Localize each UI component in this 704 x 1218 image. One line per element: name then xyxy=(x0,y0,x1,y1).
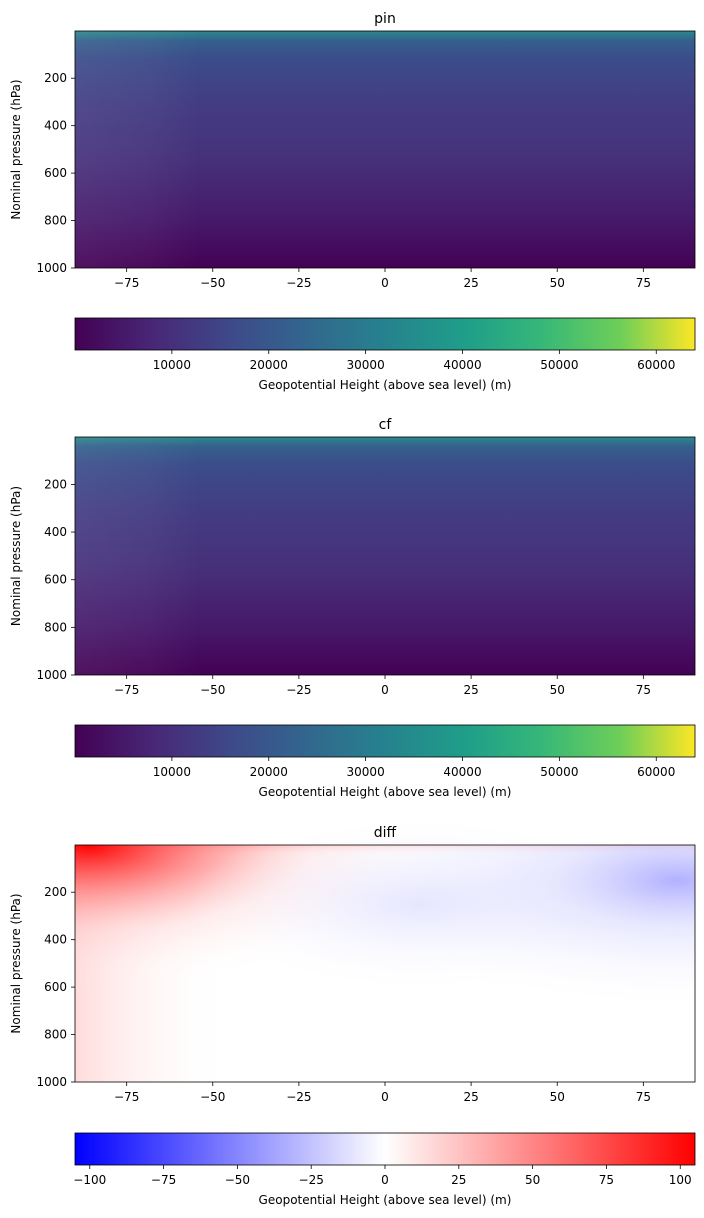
x-tick-label: −75 xyxy=(114,683,139,697)
x-tick-label: 50 xyxy=(550,683,565,697)
colorbar-tick-label: −25 xyxy=(299,1173,324,1187)
y-axis-label: Nominal pressure (hPa) xyxy=(9,79,23,219)
colorbar-tick-label: −100 xyxy=(73,1173,106,1187)
colorbar-tick-label: 75 xyxy=(599,1173,614,1187)
chart-title: cf xyxy=(379,417,393,433)
x-tick-label: 75 xyxy=(636,1090,651,1104)
x-tick-label: −75 xyxy=(114,1090,139,1104)
x-tick-label: −25 xyxy=(286,276,311,290)
colorbar-tick-label: 50000 xyxy=(540,765,578,779)
x-tick-label: 25 xyxy=(463,276,478,290)
chart-panel-cf: cf −75 −50 −25 0 25 50 75 200 400 600 800 1000 Nomina… xyxy=(9,417,696,799)
y-tick-label: 200 xyxy=(44,71,67,85)
colorbar-tick-label: 50000 xyxy=(540,358,578,372)
y-tick-label: 200 xyxy=(44,885,67,899)
colorbar xyxy=(74,317,696,351)
colorbar-tick-label: 50 xyxy=(525,1173,540,1187)
colorbar xyxy=(74,724,696,758)
colorbar-label: Geopotential Height (above sea level) (m… xyxy=(259,378,512,392)
y-tick-label: 800 xyxy=(44,620,67,634)
colorbar-label: Geopotential Height (above sea level) (m… xyxy=(259,785,512,799)
colorbar-label: Geopotential Height (above sea level) (m… xyxy=(259,1193,512,1207)
y-tick-label: 800 xyxy=(44,1028,67,1042)
x-tick-label: −50 xyxy=(200,1090,225,1104)
x-tick-label: 75 xyxy=(636,683,651,697)
colorbar-tick-label: 20000 xyxy=(250,358,288,372)
y-axis-label: Nominal pressure (hPa) xyxy=(9,893,23,1033)
colorbar-tick-label: 40000 xyxy=(443,358,481,372)
x-tick-label: −25 xyxy=(286,683,311,697)
y-tick-label: 1000 xyxy=(36,1075,67,1089)
y-tick-label: 400 xyxy=(44,119,67,133)
y-tick-label: 600 xyxy=(44,166,67,180)
colorbar-tick-label: 60000 xyxy=(637,358,675,372)
x-tick-label: 75 xyxy=(636,276,651,290)
colorbar-tick-label: 10000 xyxy=(153,765,191,779)
x-tick-label: 0 xyxy=(381,683,389,697)
y-tick-label: 800 xyxy=(44,214,67,228)
heatmap-negative-corner xyxy=(75,845,695,1082)
y-tick-label: 400 xyxy=(44,525,67,539)
y-tick-label: 1000 xyxy=(36,261,67,275)
chart-panel-diff: diff−75 −50 −25 0 25 50 752004006008001000Nomi… xyxy=(9,814,696,1207)
x-tick-label: −50 xyxy=(200,683,225,697)
x-tick-label: 25 xyxy=(463,683,478,697)
colorbar xyxy=(74,1132,696,1166)
x-tick-label: 50 xyxy=(550,1090,565,1104)
colorbar-tick-label: 30000 xyxy=(347,765,385,779)
y-tick-label: 600 xyxy=(44,980,67,994)
x-tick-label: −50 xyxy=(200,276,225,290)
x-tick-label: 0 xyxy=(381,1090,389,1104)
x-tick-label: 0 xyxy=(381,276,389,290)
chart-title: diff xyxy=(374,825,397,841)
colorbar-tick-label: 20000 xyxy=(250,765,288,779)
colorbar-tick-label: 100 xyxy=(669,1173,692,1187)
colorbar-tick-label: −75 xyxy=(151,1173,176,1187)
x-tick-label: −75 xyxy=(114,276,139,290)
x-tick-label: −25 xyxy=(286,1090,311,1104)
x-tick-label: 50 xyxy=(550,276,565,290)
colorbar-tick-label: −50 xyxy=(225,1173,250,1187)
x-tick-label: 25 xyxy=(463,1090,478,1104)
colorbar-tick-label: 0 xyxy=(381,1173,389,1187)
chart-panel-pin: pin −75 −50 −25 0 25 50 75 200 400 600 800 1000 Nomin… xyxy=(9,11,696,392)
heatmap-shading xyxy=(75,31,695,268)
y-axis-label: Nominal pressure (hPa) xyxy=(9,486,23,626)
y-tick-label: 1000 xyxy=(36,668,67,682)
colorbar-tick-label: 30000 xyxy=(347,358,385,372)
colorbar-tick-label: 60000 xyxy=(637,765,675,779)
y-tick-label: 200 xyxy=(44,477,67,491)
colorbar-tick-label: 40000 xyxy=(443,765,481,779)
colorbar-tick-label: 25 xyxy=(451,1173,466,1187)
y-tick-label: 600 xyxy=(44,573,67,587)
heatmap-shading xyxy=(75,437,695,675)
colorbar-tick-label: 10000 xyxy=(153,358,191,372)
chart-title: pin xyxy=(374,11,396,27)
y-tick-label: 400 xyxy=(44,933,67,947)
